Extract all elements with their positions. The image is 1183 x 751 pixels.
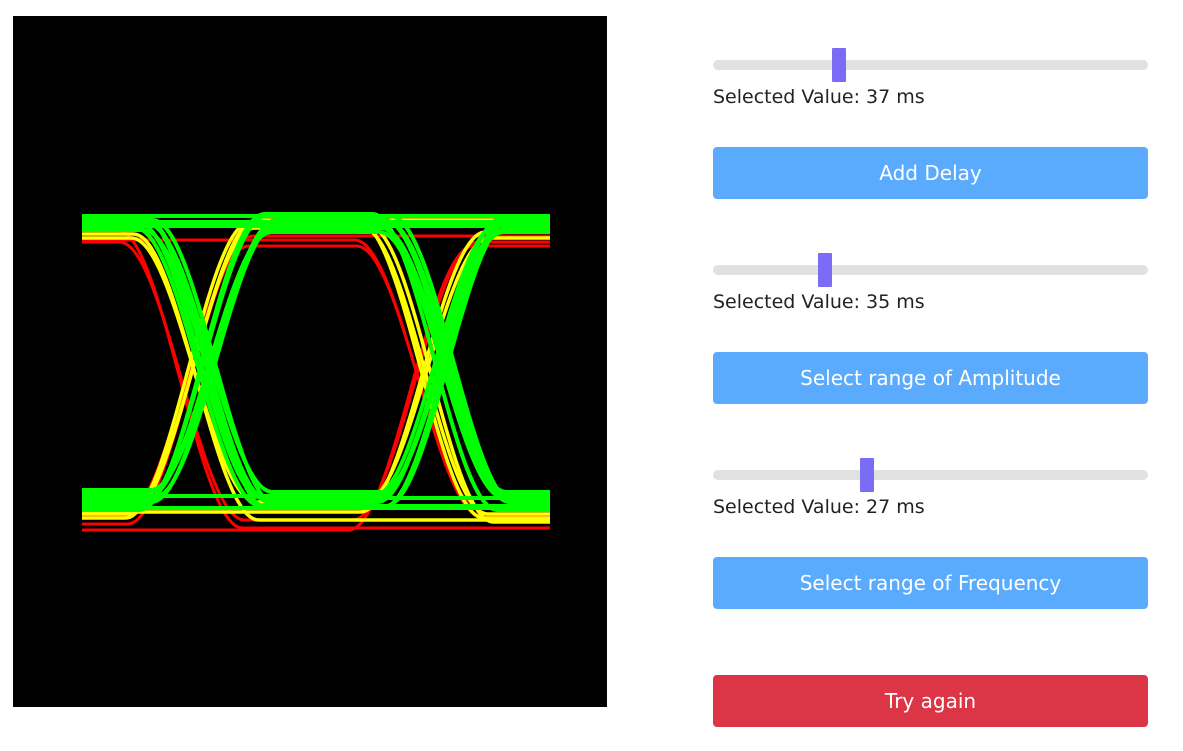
eye-trace [82, 224, 550, 492]
amplitude-value-label: Selected Value: 35 ms [713, 291, 925, 313]
amplitude-range-button[interactable]: Select range of Amplitude [713, 352, 1148, 404]
frequency-range-button[interactable]: Select range of Frequency [713, 557, 1148, 609]
eye-trace [82, 244, 550, 532]
slider-track[interactable] [713, 48, 1148, 82]
eye-diagram-canvas [13, 16, 607, 707]
delay-value-label: Selected Value: 37 ms [713, 86, 925, 108]
frequency-value-label: Selected Value: 27 ms [713, 496, 925, 518]
slider-thumb[interactable] [818, 253, 833, 287]
eye-trace [82, 232, 550, 522]
slider-track[interactable] [713, 253, 1148, 287]
eye-trace [82, 234, 550, 526]
slider-thumb[interactable] [859, 458, 874, 492]
slider-thumb[interactable] [832, 48, 847, 82]
eye-trace [82, 214, 550, 510]
eye-trace [82, 230, 550, 500]
eye-trace [82, 228, 550, 530]
eye-trace [82, 214, 550, 506]
slider-track[interactable] [713, 458, 1148, 492]
eye-trace [82, 224, 550, 524]
eye-trace [82, 220, 550, 502]
add-delay-button[interactable]: Add Delay [713, 147, 1148, 199]
eye-trace [82, 230, 550, 514]
eye-diagram [82, 212, 550, 532]
try-again-button[interactable]: Try again [713, 675, 1148, 727]
